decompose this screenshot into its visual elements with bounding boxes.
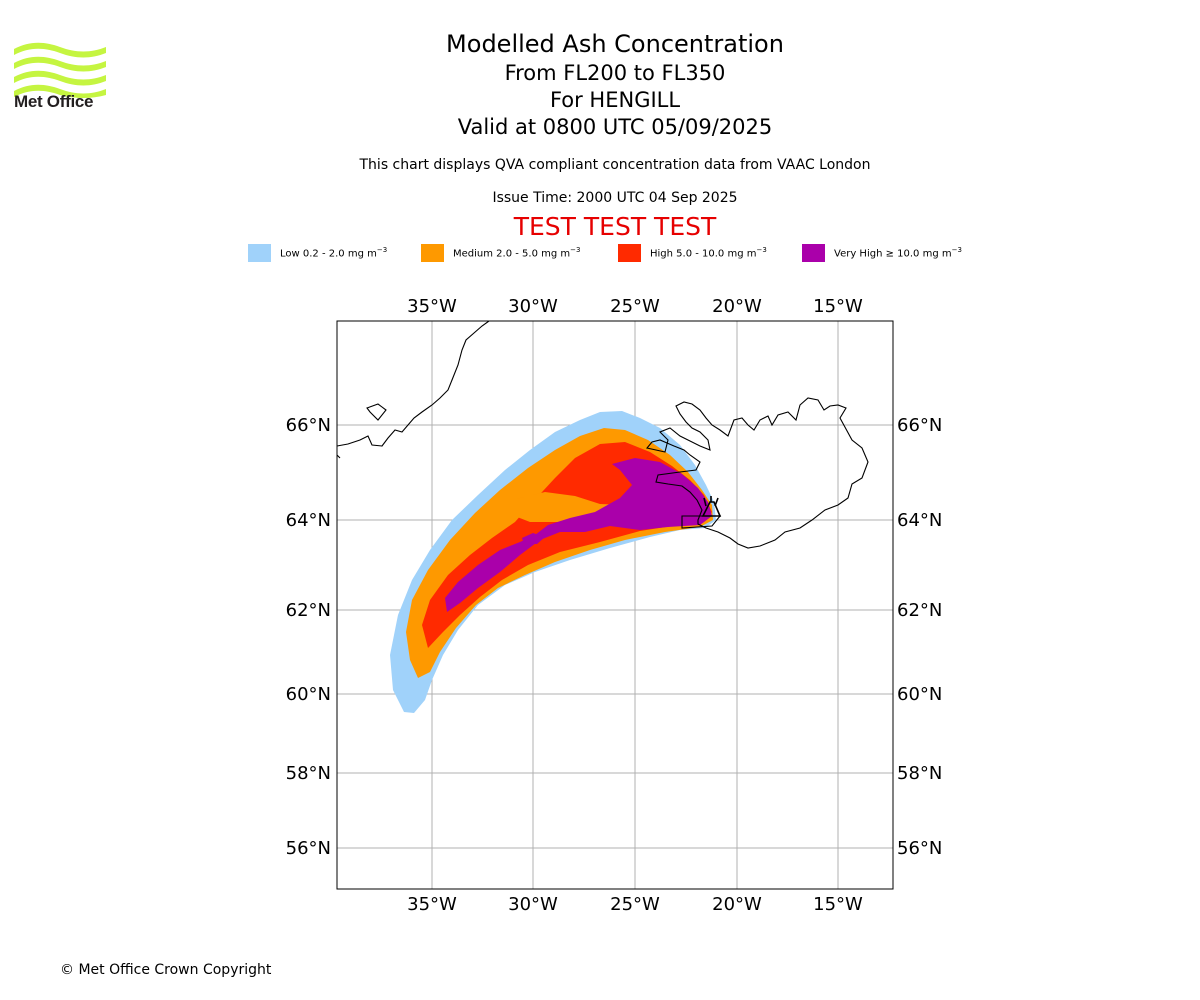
lat-label-right: 64°N <box>897 510 942 531</box>
coastline-greenland <box>337 321 490 447</box>
lon-label-bottom: 20°W <box>712 894 762 915</box>
subtitle: This chart displays QVA compliant concen… <box>359 157 871 173</box>
lon-label-bottom: 25°W <box>610 894 660 915</box>
test-banner: TEST TEST TEST <box>513 212 717 241</box>
lat-label-right: 66°N <box>897 415 942 436</box>
lon-label-top: 25°W <box>610 296 660 317</box>
lat-label-left: 58°N <box>286 763 331 784</box>
lat-label-right: 62°N <box>897 600 942 621</box>
lat-label-left: 56°N <box>286 838 331 859</box>
legend-label-very-high: Very High ≥ 10.0 mg m <box>834 248 952 260</box>
coastline-iceland <box>645 397 869 549</box>
lat-label-left: 62°N <box>286 600 331 621</box>
issue-time: Issue Time: 2000 UTC 04 Sep 2025 <box>492 190 738 206</box>
legend-item-high: High 5.0 - 10.0 mg m−3 <box>618 244 767 262</box>
lat-label-left: 64°N <box>286 510 331 531</box>
lat-label-right: 60°N <box>897 684 942 705</box>
gridlines <box>337 321 893 889</box>
legend-label-low: Low 0.2 - 2.0 mg m <box>280 248 377 260</box>
lon-label-top: 35°W <box>407 296 457 317</box>
chart-title-block: Modelled Ash Concentration From FL200 to… <box>215 28 1015 141</box>
title-line-4: Valid at 0800 UTC 05/09/2025 <box>457 115 773 139</box>
legend-swatch-medium <box>421 244 444 262</box>
legend-item-low: Low 0.2 - 2.0 mg m−3 <box>248 244 387 262</box>
lon-label-bottom: 15°W <box>813 894 863 915</box>
legend-item-very-high: Very High ≥ 10.0 mg m−3 <box>802 244 962 262</box>
lat-label-left: 60°N <box>286 684 331 705</box>
lon-label-top: 20°W <box>712 296 762 317</box>
legend-item-medium: Medium 2.0 - 5.0 mg m−3 <box>421 244 580 262</box>
ash-zone-very-high <box>445 458 712 612</box>
title-line-1: Modelled Ash Concentration <box>446 30 784 58</box>
lat-label-right: 56°N <box>897 838 942 859</box>
logo-text: Met Office <box>14 92 94 111</box>
lon-label-top: 15°W <box>813 296 863 317</box>
lon-label-bottom: 30°W <box>508 894 558 915</box>
legend-swatch-very-high <box>802 244 825 262</box>
legend-label-medium: Medium 2.0 - 5.0 mg m <box>453 248 571 260</box>
lat-label-right: 58°N <box>897 763 942 784</box>
lon-label-top: 30°W <box>508 296 558 317</box>
lat-label-left: 66°N <box>286 415 331 436</box>
lon-label-bottom: 35°W <box>407 894 457 915</box>
copyright: © Met Office Crown Copyright <box>60 962 272 978</box>
legend: Low 0.2 - 2.0 mg m−3 Medium 2.0 - 5.0 mg… <box>0 244 1200 264</box>
volcano-icon <box>701 496 722 517</box>
legend-swatch-low <box>248 244 271 262</box>
title-line-2: From FL200 to FL350 <box>504 61 726 85</box>
met-office-logo <box>14 42 106 98</box>
legend-label-high: High 5.0 - 10.0 mg m <box>650 248 757 260</box>
legend-swatch-high <box>618 244 641 262</box>
title-line-3: For HENGILL <box>549 88 681 112</box>
